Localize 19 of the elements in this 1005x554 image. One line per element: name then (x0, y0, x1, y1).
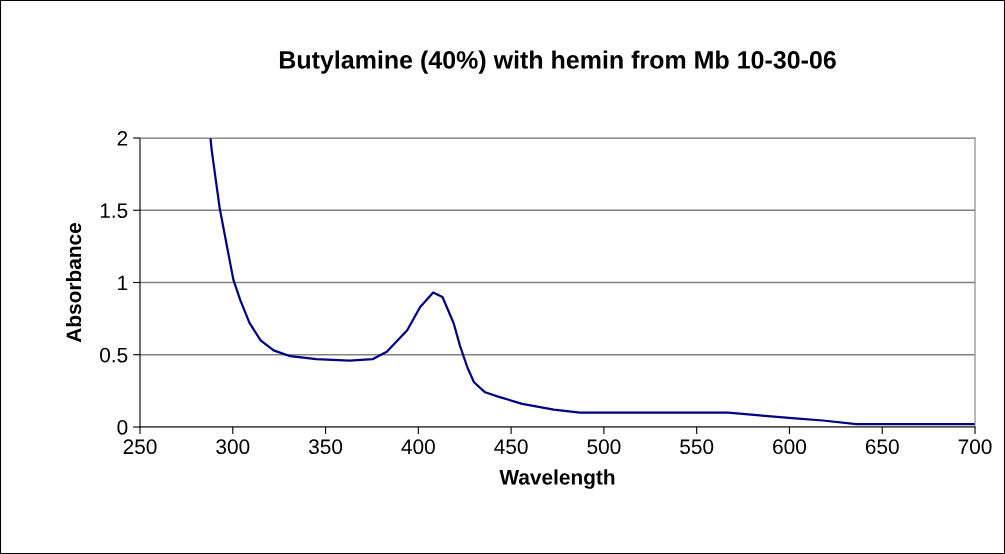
y-tick-label: 2 (117, 131, 128, 146)
x-tick-label: 350 (308, 439, 343, 455)
x-tick-label: 250 (123, 439, 157, 455)
x-tick-label: 600 (773, 439, 807, 455)
chart-title: Butylamine (40%) with hemin from Mb 10-30-06 (279, 50, 836, 74)
x-tick-label: 700 (958, 439, 992, 455)
x-tick-label: 400 (401, 439, 435, 455)
x-tick-label: 450 (494, 439, 528, 455)
y-axis-title: Absorbance (65, 223, 82, 343)
y-tick-label: 1 (118, 275, 128, 291)
x-tick-label: 650 (865, 439, 899, 455)
x-tick-label: 550 (680, 439, 714, 455)
y-tick-label: 0.5 (100, 347, 128, 363)
y-tick-label: 1.5 (100, 203, 128, 218)
x-axis-title: Wavelength (499, 469, 615, 489)
y-tick-label: 0 (117, 420, 128, 435)
x-tick-label: 300 (216, 439, 250, 455)
line-series (209, 138, 975, 426)
x-tick-label: 500 (587, 439, 621, 455)
